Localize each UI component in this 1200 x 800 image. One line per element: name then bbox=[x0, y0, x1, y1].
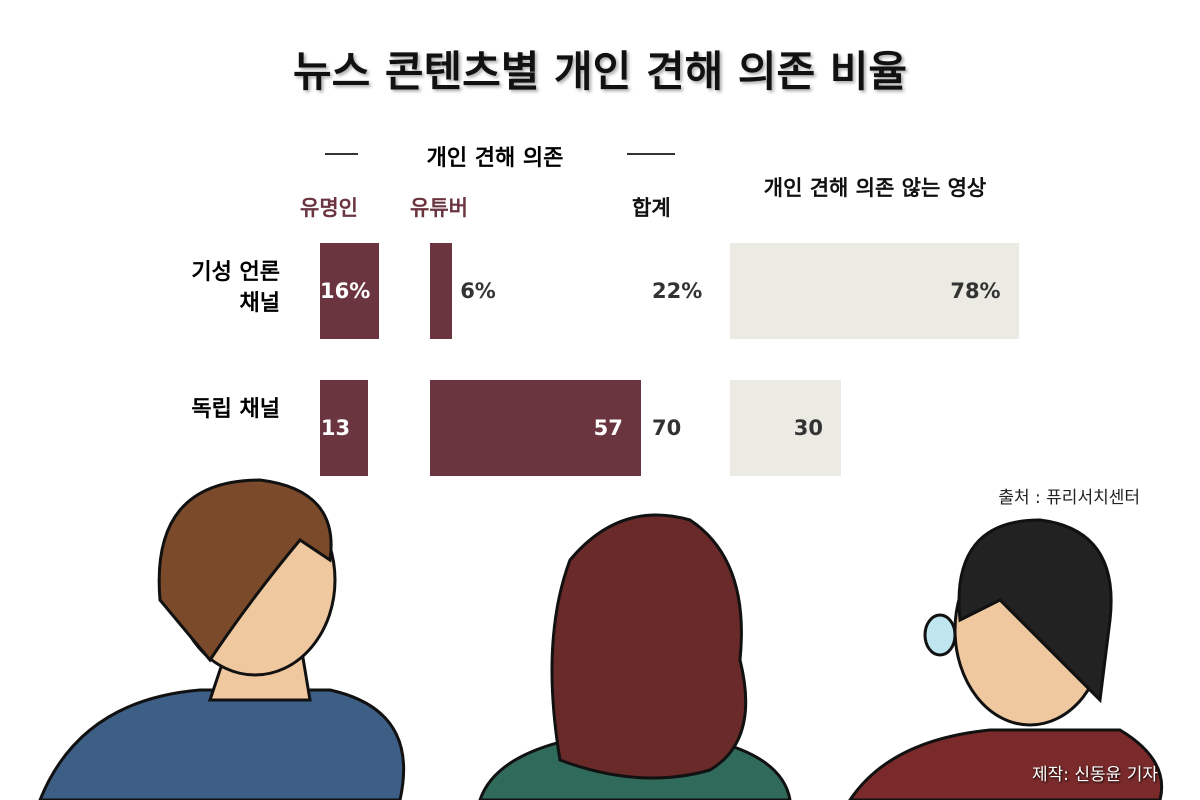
bar bbox=[320, 243, 380, 339]
column-header: 합계 bbox=[632, 196, 671, 220]
person-middle bbox=[478, 513, 792, 800]
bar bbox=[430, 243, 453, 339]
value-label: 57 bbox=[593, 416, 623, 440]
group-label: 개인 견해 의존 bbox=[426, 146, 564, 171]
bar bbox=[430, 380, 641, 476]
person-left bbox=[38, 478, 406, 800]
credit: 제작: 신동윤 기자 bbox=[1031, 765, 1158, 785]
column-header: 개인 견해 의존 않는 영상 bbox=[763, 176, 987, 200]
row-label: 독립 채널 bbox=[191, 397, 280, 422]
chart-title: 뉴스 콘텐츠별 개인 견해 의존 비율 bbox=[292, 47, 908, 96]
value-label: 70 bbox=[652, 416, 682, 440]
value-label: 16% bbox=[320, 279, 371, 303]
bar bbox=[730, 380, 841, 476]
bar bbox=[730, 243, 1019, 339]
value-label: 6% bbox=[460, 279, 496, 303]
value-label: 30 bbox=[793, 416, 823, 440]
column-header: 유튜버 bbox=[410, 196, 468, 220]
column-header: 유명인 bbox=[300, 196, 358, 220]
value-label: 78% bbox=[950, 279, 1001, 303]
value-label: 13 bbox=[320, 416, 351, 440]
source: 출처 : 퓨리서치센터 bbox=[998, 488, 1140, 508]
row-label: 기성 언론 채널 bbox=[191, 260, 280, 316]
value-label: 22% bbox=[652, 279, 703, 303]
person-right bbox=[848, 518, 1164, 800]
bar bbox=[320, 380, 369, 476]
